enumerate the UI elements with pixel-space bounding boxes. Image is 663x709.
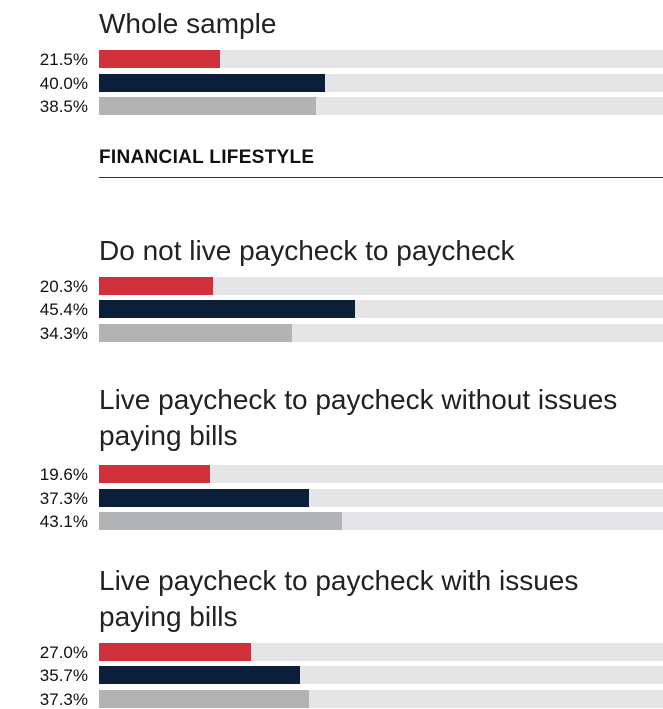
bar <box>99 512 342 530</box>
data-label: 20.3% <box>39 277 88 296</box>
bar <box>99 74 325 92</box>
data-label: 19.6% <box>39 465 88 484</box>
group-title: Live paycheck to paycheck without issues… <box>99 384 618 451</box>
bar <box>99 324 292 342</box>
bar-row: 34.3% <box>0 324 663 343</box>
data-label: 38.5% <box>39 97 88 116</box>
bar <box>99 465 210 483</box>
data-label: 27.0% <box>39 643 88 662</box>
bar-track <box>99 74 663 92</box>
data-label: 40.0% <box>39 74 88 93</box>
bar-track <box>99 324 663 342</box>
bar-track <box>99 643 663 661</box>
group-title: Do not live paycheck to paycheck <box>99 235 515 266</box>
bar-row: 20.3% <box>0 277 663 296</box>
data-label: 43.1% <box>39 512 88 531</box>
data-label: 21.5% <box>39 50 88 69</box>
bar <box>99 666 300 684</box>
bar <box>99 277 213 295</box>
bar-track <box>99 97 663 115</box>
data-label: 45.4% <box>39 300 88 319</box>
bar <box>99 50 220 68</box>
bar-row: 43.1% <box>0 512 663 531</box>
data-label: 34.3% <box>39 324 88 343</box>
bar-track <box>99 50 663 68</box>
bar-row: 40.0% <box>0 74 663 93</box>
bar-row: 38.5% <box>0 97 663 116</box>
bar-row: 35.7% <box>0 666 663 685</box>
bar-row: 45.4% <box>0 300 663 319</box>
bar-row: 19.6% <box>0 465 663 484</box>
bar <box>99 300 355 318</box>
bar <box>99 643 251 661</box>
bar-track <box>99 512 663 530</box>
group-title: Live paycheck to paycheck with issues pa… <box>99 565 579 632</box>
bar-track <box>99 666 663 684</box>
data-label: 37.3% <box>39 690 88 709</box>
bar <box>99 489 309 507</box>
bar-track <box>99 300 663 318</box>
bar-track <box>99 465 663 483</box>
bar-track <box>99 690 663 708</box>
bar-row: 27.0% <box>0 643 663 662</box>
bar <box>99 690 309 708</box>
bar-row: 37.3% <box>0 690 663 709</box>
group-title: Whole sample <box>99 8 277 39</box>
section-header: FINANCIAL LIFESTYLE <box>99 147 663 178</box>
bar-row: 21.5% <box>0 50 663 69</box>
bar-row: 37.3% <box>0 489 663 508</box>
bar-track <box>99 277 663 295</box>
data-label: 35.7% <box>39 666 88 685</box>
bar-track <box>99 489 663 507</box>
bar <box>99 97 316 115</box>
data-label: 37.3% <box>39 489 88 508</box>
